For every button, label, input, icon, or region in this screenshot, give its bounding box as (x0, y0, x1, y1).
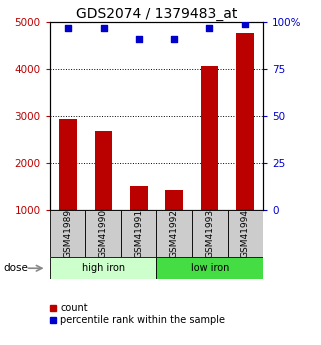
Bar (201, 66, 218, 210)
Point (207, 25, 212, 31)
Text: count: count (60, 303, 88, 313)
Point (66, 25, 71, 31)
Point (242, 21, 247, 27)
FancyBboxPatch shape (50, 257, 156, 279)
Bar (50, 305, 56, 310)
Bar (95, 130, 112, 210)
Text: GSM41994: GSM41994 (241, 209, 250, 258)
Text: dose: dose (3, 263, 28, 273)
FancyBboxPatch shape (228, 210, 263, 257)
Text: high iron: high iron (82, 263, 125, 273)
FancyBboxPatch shape (50, 210, 85, 257)
Bar (130, 186, 148, 210)
Point (101, 25, 106, 31)
FancyBboxPatch shape (85, 210, 121, 257)
Text: percentile rank within the sample: percentile rank within the sample (60, 315, 225, 325)
FancyBboxPatch shape (156, 257, 263, 279)
FancyBboxPatch shape (121, 210, 156, 257)
Text: GSM41991: GSM41991 (134, 209, 143, 258)
Text: GSM41993: GSM41993 (205, 209, 214, 258)
Bar (165, 190, 183, 210)
Bar (236, 33, 254, 210)
Title: GDS2074 / 1379483_at: GDS2074 / 1379483_at (76, 7, 237, 21)
Bar (50, 317, 56, 323)
Text: GSM41989: GSM41989 (63, 209, 72, 258)
Bar (59, 119, 77, 210)
Text: GSM41992: GSM41992 (170, 209, 179, 258)
Point (171, 37, 177, 42)
Text: GSM41990: GSM41990 (99, 209, 108, 258)
Point (136, 37, 142, 42)
Text: low iron: low iron (191, 263, 229, 273)
FancyBboxPatch shape (156, 210, 192, 257)
FancyBboxPatch shape (192, 210, 228, 257)
